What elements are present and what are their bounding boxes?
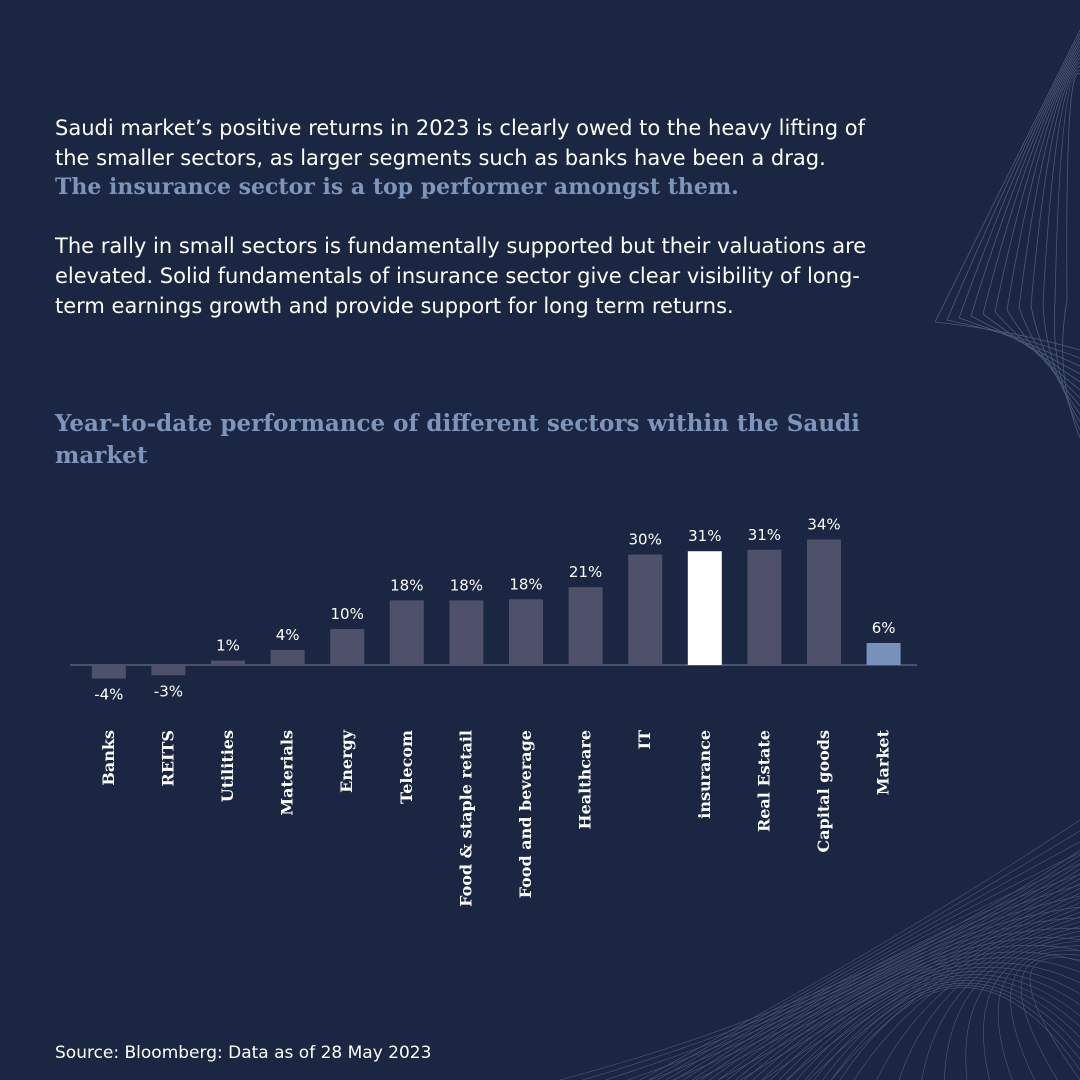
data-label: 31% [688, 527, 721, 545]
chart-title: Year-to-date performance of different se… [55, 410, 860, 469]
category-tick-label: Healthcare [576, 730, 595, 829]
data-label: 10% [331, 605, 364, 623]
category-tick-label: Materials [278, 730, 297, 816]
data-label: 18% [390, 576, 423, 594]
category-tick-label: Food and beverage [516, 730, 535, 898]
data-label: 1% [216, 637, 240, 655]
category-tick-label: Telecom [397, 730, 416, 804]
bar-insurance [687, 551, 722, 665]
bar-it [628, 554, 663, 665]
bar-food-staple-retail [449, 600, 484, 665]
bar-food-and-beverage [509, 599, 543, 665]
category-tick-label: IT [635, 730, 654, 749]
data-label: 6% [872, 619, 896, 637]
category-tick-label: Market [874, 729, 893, 795]
body-paragraph: The rally in small sectors is fundamenta… [55, 234, 867, 318]
category-tick-label: Utilities [218, 730, 237, 802]
data-label: -3% [154, 682, 183, 700]
category-tick-label: Food & staple retail [456, 730, 475, 907]
bar-materials [270, 649, 305, 665]
intro-paragraph: Saudi market’s positive returns in 2023 … [55, 116, 865, 170]
data-label: 18% [450, 576, 483, 594]
bar-market [866, 642, 901, 665]
bar-energy [330, 629, 365, 665]
data-label: 30% [629, 531, 662, 549]
decorative-arcs-top-right [934, 29, 1080, 439]
decorative-mesh-bottom-right [559, 819, 1080, 1080]
data-label: 34% [807, 515, 840, 533]
data-label: 4% [276, 626, 300, 644]
bar-healthcare [568, 587, 603, 665]
highlight-statement: The insurance sector is a top performer … [55, 174, 739, 200]
bar-banks [91, 665, 126, 679]
category-tick-label: insurance [695, 730, 714, 819]
category-tick-label: Real Estate [754, 730, 773, 832]
bar-telecom [389, 600, 424, 665]
category-tick-label: REITS [158, 730, 177, 786]
category-tick-label: Banks [99, 730, 118, 786]
category-tick-label: Capital goods [814, 730, 833, 853]
data-label: 18% [509, 575, 542, 593]
bar-reits [151, 665, 186, 676]
bar-real-estate [747, 549, 782, 665]
bar-capital-goods [807, 539, 841, 665]
bar-utilities [211, 660, 245, 665]
data-label: 21% [569, 563, 602, 581]
category-tick-label: Energy [337, 729, 356, 793]
source-note: Source: Bloomberg: Data as of 28 May 202… [55, 1043, 432, 1063]
data-label: -4% [94, 686, 123, 704]
data-label: 31% [748, 526, 781, 544]
